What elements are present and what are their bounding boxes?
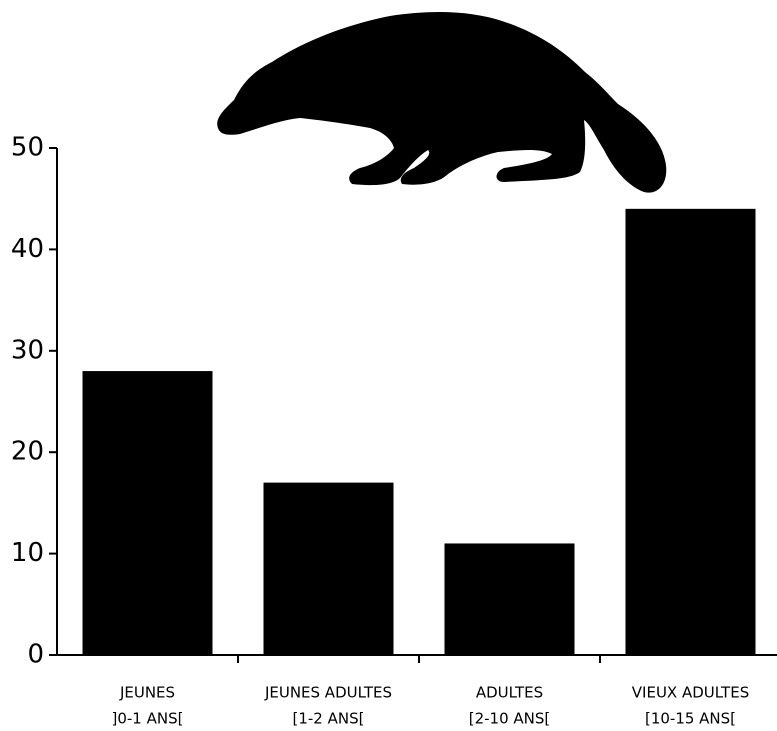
y-tick-label: 30 xyxy=(11,335,44,365)
x-tick-label: JEUNES ADULTES xyxy=(264,684,392,702)
y-tick-label: 10 xyxy=(11,538,44,568)
x-tick-label: ADULTES xyxy=(476,684,543,702)
x-tick-label: [10-15 ANS[ xyxy=(645,710,736,728)
wolverine-silhouette xyxy=(217,12,667,193)
x-tick-label: JEUNES xyxy=(119,684,175,702)
x-tick-label: ]0-1 ANS[ xyxy=(112,710,184,728)
bar xyxy=(263,482,394,655)
y-tick-label: 20 xyxy=(11,437,44,467)
y-tick-label: 50 xyxy=(11,133,44,163)
y-tick-label: 0 xyxy=(27,640,44,670)
bar xyxy=(82,371,213,655)
x-tick-label: [1-2 ANS[ xyxy=(293,710,365,728)
x-tick-label: [2-10 ANS[ xyxy=(469,710,551,728)
x-tick-label: VIEUX ADULTES xyxy=(632,684,749,702)
bar xyxy=(444,543,575,655)
y-tick-label: 40 xyxy=(11,234,44,264)
bar xyxy=(625,208,756,655)
